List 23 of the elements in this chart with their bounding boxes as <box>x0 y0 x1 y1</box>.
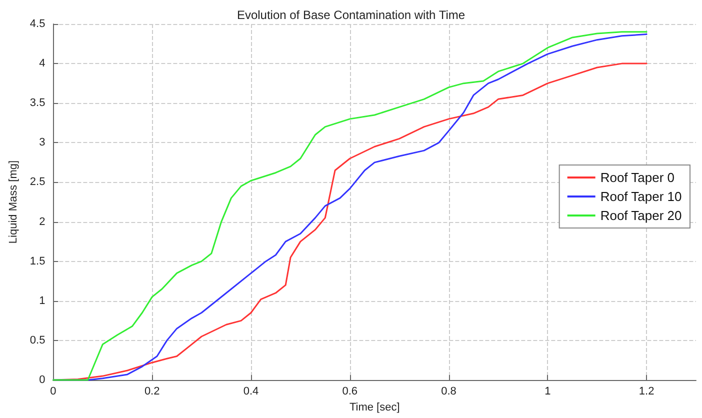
x-tick-label: 0 <box>50 386 56 398</box>
y-tick-label: 4.5 <box>30 18 46 30</box>
legend-label: Roof Taper 10 <box>600 189 682 204</box>
x-axis-title: Time [sec] <box>349 402 400 414</box>
x-tick-label: 0.2 <box>144 386 160 398</box>
y-tick-label: 2.5 <box>30 176 46 188</box>
y-tick-label: 0.5 <box>30 334 46 346</box>
y-tick-label: 1 <box>39 294 46 307</box>
legend-label: Roof Taper 0 <box>600 170 675 185</box>
legend-label: Roof Taper 20 <box>600 208 682 223</box>
y-tick-label: 4 <box>39 58 46 70</box>
y-axis-title: Liquid Mass [mg] <box>8 160 20 244</box>
x-tick-label: 0.8 <box>441 386 456 398</box>
x-tick-label: 1.2 <box>638 386 654 398</box>
x-tick-label: 0.6 <box>342 386 358 398</box>
y-tick-label: 3 <box>39 136 46 149</box>
y-tick-label: 2 <box>39 216 46 228</box>
chart-title: Evolution of Base Contamination with Time <box>236 8 466 22</box>
y-tick-label: 3.5 <box>30 97 46 110</box>
x-tick-label: 1 <box>544 386 551 398</box>
y-tick-label: 0 <box>39 374 46 386</box>
x-tick-label: 0.4 <box>243 386 259 398</box>
y-tick-label: 1.5 <box>30 255 46 268</box>
